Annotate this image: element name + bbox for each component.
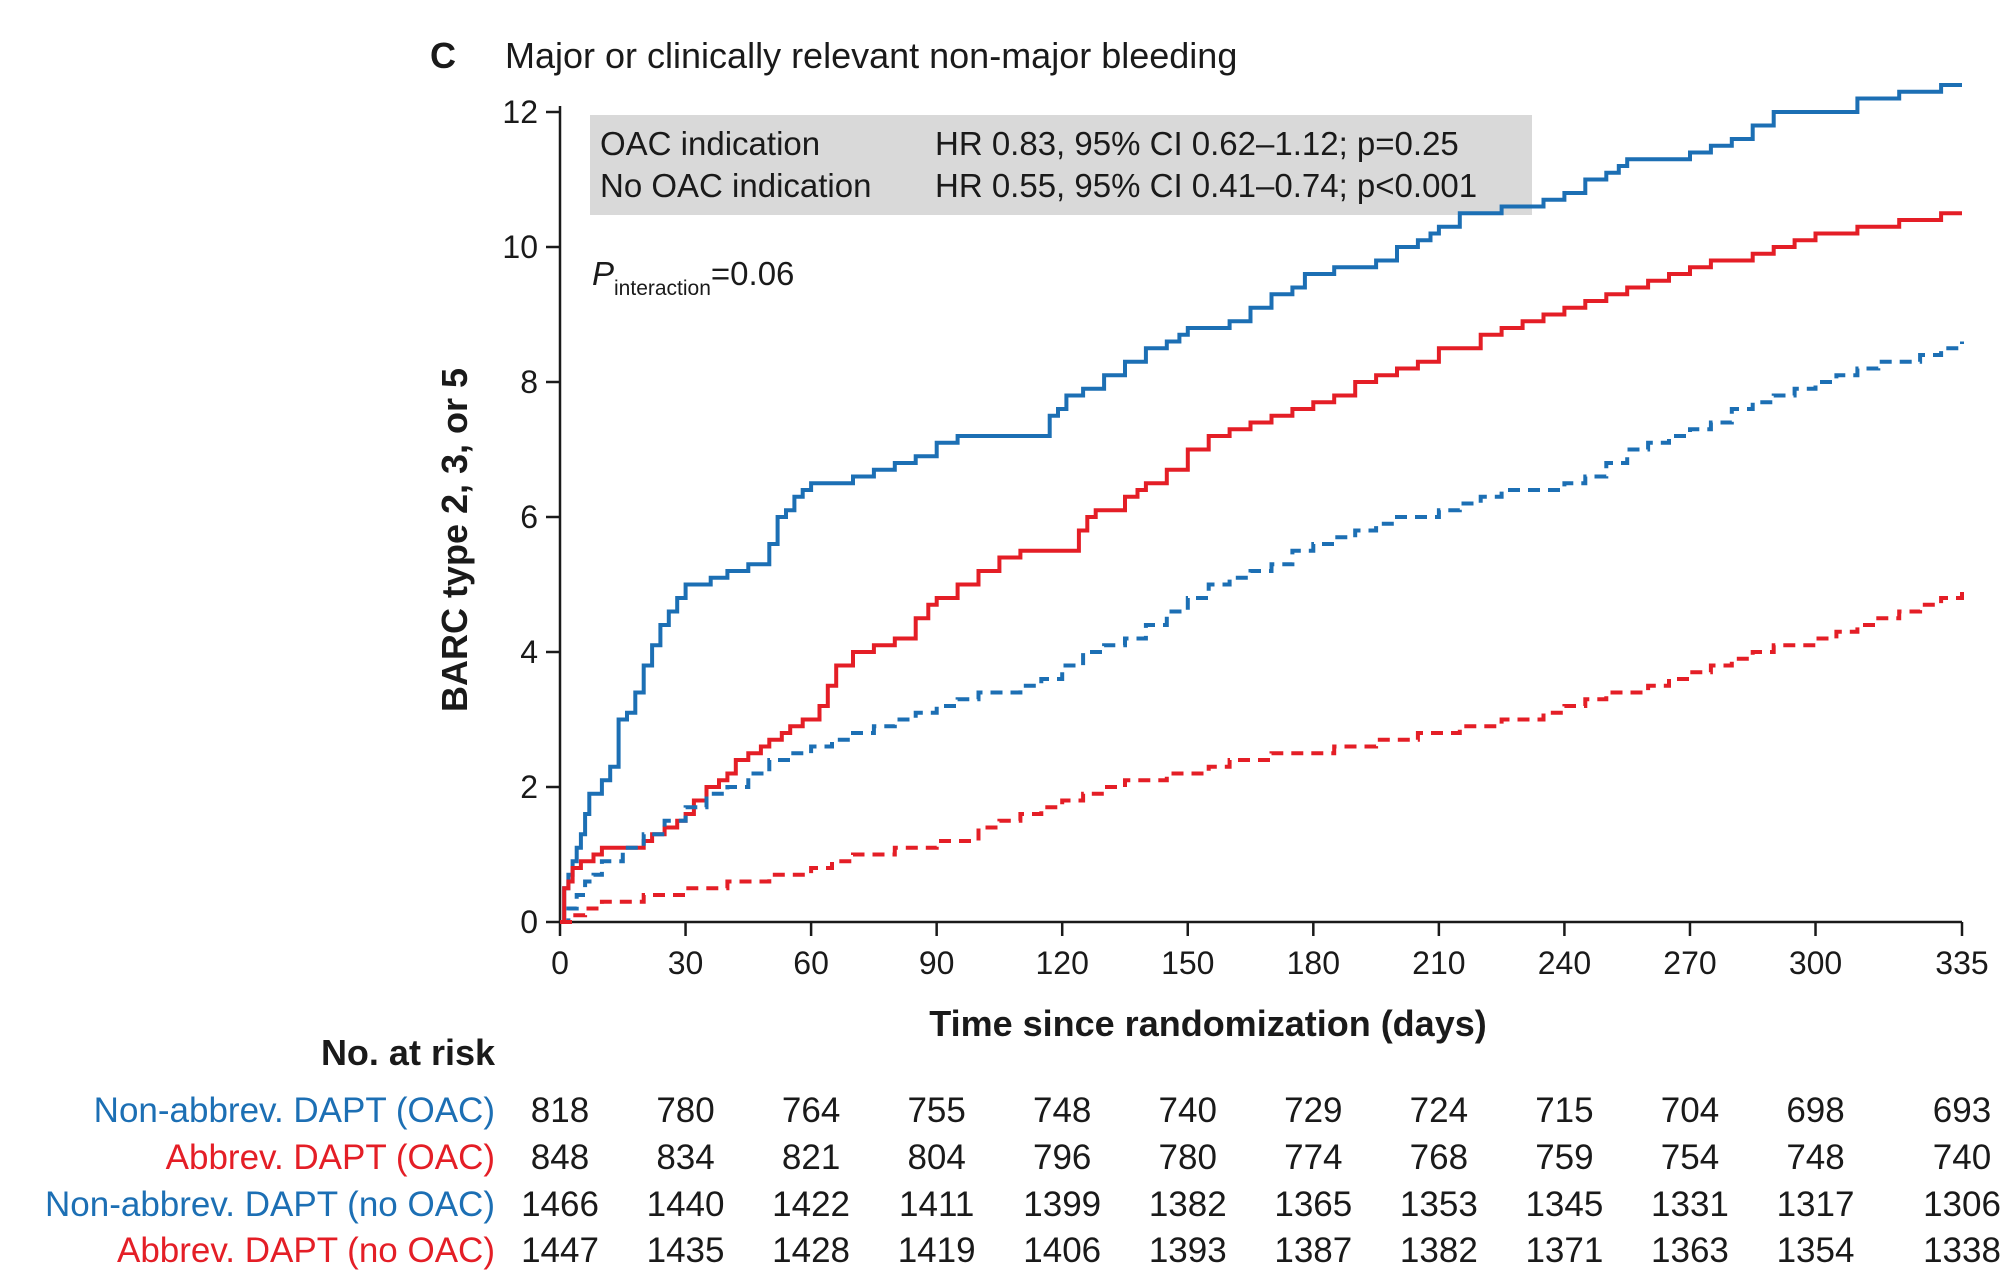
risk-cell: 1399 [1023,1185,1101,1224]
risk-cell: 754 [1661,1138,1719,1177]
risk-cell: 821 [782,1138,840,1177]
p-interaction-sub: interaction [614,277,711,300]
risk-cell: 1393 [1149,1231,1227,1270]
risk-cell: 1345 [1525,1185,1603,1224]
series-line-1 [560,83,1962,924]
risk-cell: 740 [1159,1091,1217,1130]
risk-cell: 1371 [1525,1231,1603,1270]
hr-box [590,115,1532,215]
risk-cell: 834 [656,1138,714,1177]
risk-cell: 748 [1786,1138,1844,1177]
risk-cell: 759 [1535,1138,1593,1177]
risk-cell: 1354 [1777,1231,1855,1270]
x-tick-label: 120 [1036,945,1089,981]
risk-cell: 768 [1410,1138,1468,1177]
risk-cell: 1435 [647,1231,725,1270]
hr-stat-no-oac: HR 0.55, 95% CI 0.41–0.74; p<0.001 [935,167,1477,204]
hr-label-oac: OAC indication [600,125,820,162]
x-tick-label: 335 [1935,945,1988,981]
risk-cell: 1317 [1777,1185,1855,1224]
series-line-3 [560,341,1964,924]
y-tick-label: 0 [520,904,538,940]
risk-cell: 848 [531,1138,589,1177]
risk-cell: 1382 [1400,1231,1478,1270]
risk-cell: 704 [1661,1091,1719,1130]
risk-cell: 780 [1159,1138,1217,1177]
risk-cell: 780 [656,1091,714,1130]
risk-cell: 1466 [521,1185,599,1224]
y-tick-label: 10 [502,229,538,265]
risk-cell: 724 [1410,1091,1468,1130]
risk-cell: 1387 [1274,1231,1352,1270]
panel-label: C [430,35,456,76]
y-tick-label: 6 [520,499,538,535]
risk-cell: 1363 [1651,1231,1729,1270]
x-tick-label: 270 [1663,945,1716,981]
y-tick-label: 4 [520,634,538,670]
risk-cell: 1428 [772,1231,850,1270]
risk-table-title: No. at risk [321,1032,496,1073]
risk-cell: 693 [1933,1091,1991,1130]
chart-title: Major or clinically relevant non-major b… [505,35,1237,76]
axes: 0 30 60 90 120 150 180 210 240 270 300 335 0 2 4 6 8 10 12 [502,94,1988,981]
p-interaction-value: =0.06 [711,255,795,292]
p-interaction-p: P [592,255,614,292]
risk-cell: 804 [907,1138,965,1177]
risk-cell: 818 [531,1091,589,1130]
x-tick-label: 210 [1412,945,1465,981]
risk-cell: 1306 [1923,1185,2000,1224]
y-axis-label: BARC type 2, 3, or 5 [434,368,475,712]
hr-stat-oac: HR 0.83, 95% CI 0.62–1.12; p=0.25 [935,125,1459,162]
risk-cell: 1331 [1651,1185,1729,1224]
risk-cell: 740 [1933,1138,1991,1177]
risk-cell: 1382 [1149,1185,1227,1224]
x-tick-label: 90 [919,945,955,981]
risk-row-label: Non-abbrev. DAPT (no OAC) [45,1185,495,1224]
x-tick-label: 150 [1161,945,1214,981]
risk-table: Non-abbrev. DAPT (OAC) 818 780 764 755 748 740… [45,1091,2000,1270]
risk-cell: 698 [1786,1091,1844,1130]
risk-cell: 1365 [1274,1185,1352,1224]
risk-cell: 1353 [1400,1185,1478,1224]
x-tick-label: 30 [668,945,704,981]
y-tick-label: 2 [520,769,538,805]
risk-cell: 1447 [521,1231,599,1270]
risk-cell: 715 [1535,1091,1593,1130]
risk-row-label: Abbrev. DAPT (no OAC) [117,1231,495,1270]
x-tick-label: 0 [551,945,569,981]
risk-cell: 764 [782,1091,840,1130]
series-line-2 [560,211,1962,924]
risk-row-label: Abbrev. DAPT (OAC) [166,1138,495,1177]
risk-row-label: Non-abbrev. DAPT (OAC) [94,1091,495,1130]
risk-cell: 1338 [1923,1231,2000,1270]
y-tick-label: 12 [502,94,538,130]
risk-cell: 1422 [772,1185,850,1224]
risk-cell: 1419 [898,1231,976,1270]
x-axis-label: Time since randomization (days) [929,1003,1486,1044]
x-tick-label: 60 [793,945,829,981]
risk-cell: 1440 [647,1185,725,1224]
risk-cell: 748 [1033,1091,1091,1130]
y-tick-label: 8 [520,364,538,400]
p-interaction: Pinteraction=0.06 [592,255,794,300]
x-tick-label: 300 [1789,945,1842,981]
risk-cell: 1411 [899,1185,974,1224]
x-tick-label: 240 [1538,945,1591,981]
risk-cell: 796 [1033,1138,1091,1177]
hr-label-no-oac: No OAC indication [600,167,871,204]
risk-cell: 774 [1284,1138,1342,1177]
risk-cell: 1406 [1023,1231,1101,1270]
risk-cell: 729 [1284,1091,1342,1130]
series-layer [560,83,1964,924]
series-line-4 [560,591,1964,924]
x-tick-label: 180 [1287,945,1340,981]
risk-cell: 755 [907,1091,965,1130]
